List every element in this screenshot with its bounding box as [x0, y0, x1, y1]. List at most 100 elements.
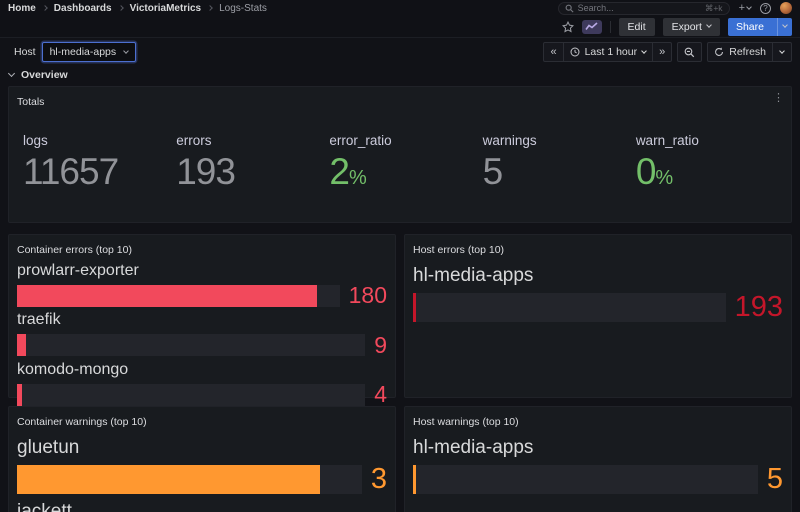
bar-value: 9: [374, 331, 387, 358]
share-options-caret[interactable]: [777, 17, 792, 36]
bar-fill: [413, 292, 416, 322]
refresh-button[interactable]: Refresh: [707, 42, 773, 62]
dashboard-content: Totals ⋮ logs 11657 errors 193 error_rat…: [0, 85, 800, 512]
host-variable-group: Host hl-media-apps: [8, 42, 137, 62]
top-nav-actions: ⌘+k + ?: [557, 1, 792, 15]
edit-button[interactable]: Edit: [618, 17, 655, 36]
chevron-down-icon: [779, 47, 785, 54]
breadcrumb-victoriametrics[interactable]: VictoriaMetrics: [129, 2, 202, 14]
host-variable-value: hl-media-apps: [49, 46, 117, 58]
panel-totals: Totals ⋮ logs 11657 errors 193 error_rat…: [8, 86, 792, 223]
bar-track: [413, 464, 758, 494]
panel-title-host-warnings[interactable]: Host warnings (top 10): [413, 416, 519, 428]
chevron-right-icon: [117, 5, 124, 11]
chevron-right-icon: [207, 5, 213, 11]
insights-sparkline-toggle[interactable]: [581, 19, 602, 34]
stat-value: 193: [176, 153, 323, 190]
bar-label: hl-media-apps: [413, 437, 534, 458]
stat-suffix: %: [348, 167, 367, 189]
export-button[interactable]: Export: [662, 17, 720, 36]
stat-value: 11657: [23, 153, 170, 190]
stat-number: 193: [176, 151, 236, 192]
stat-suffix: %: [655, 167, 674, 189]
breadcrumb-home[interactable]: Home: [8, 2, 36, 14]
warnings-panel-row: Container warnings (top 10) gluetun 3 ja…: [8, 406, 792, 512]
stat-error-ratio: error_ratio 2%: [323, 133, 476, 190]
chevron-right-icon: [41, 5, 48, 11]
bar-track: [17, 464, 362, 494]
sparkline-icon: [585, 22, 598, 30]
bar-label: gluetun: [17, 437, 80, 458]
stat-number: 2: [329, 151, 350, 192]
stat-value: 5: [483, 153, 630, 190]
bar-item: hl-media-apps 5: [413, 437, 783, 494]
export-button-label: Export: [671, 20, 702, 33]
panel-title-container-warnings[interactable]: Container warnings (top 10): [17, 416, 147, 428]
new-item-button[interactable]: +: [739, 2, 752, 14]
row-title: Overview: [21, 69, 68, 81]
bar-label: hl-media-apps: [413, 265, 534, 286]
star-icon[interactable]: [561, 20, 574, 33]
row-header-overview[interactable]: Overview: [0, 65, 800, 85]
time-shift-back-button[interactable]: «: [543, 42, 564, 62]
stat-number: 11657: [23, 151, 119, 192]
stat-logs: logs 11657: [17, 133, 170, 190]
stat-warn-ratio: warn_ratio 0%: [630, 133, 783, 190]
variables-time-row: Host hl-media-apps « Last 1 hour » Refre…: [0, 38, 800, 65]
bar-value: 193: [734, 290, 783, 323]
time-zoom-out-button[interactable]: [677, 42, 703, 62]
toolbar-divider: [609, 20, 611, 33]
stat-label: logs: [23, 133, 48, 148]
stat-label: warnings: [482, 133, 537, 148]
dashboard-toolbar: Edit Export Share: [0, 16, 800, 38]
stat-label: errors: [176, 133, 212, 148]
panel-menu-kebab-icon[interactable]: ⋮: [773, 92, 784, 104]
share-split-button: Share: [727, 17, 792, 36]
bar-item: komodo-mongo 4: [17, 361, 387, 406]
panel-title-host-errors[interactable]: Host errors (top 10): [413, 244, 505, 256]
panel-host-errors: Host errors (top 10) hl-media-apps 193: [404, 234, 792, 398]
host-variable-select[interactable]: hl-media-apps: [41, 42, 137, 62]
bar-item: jackett: [17, 501, 387, 512]
help-button[interactable]: ?: [760, 2, 771, 14]
panel-title-totals[interactable]: Totals: [17, 96, 45, 108]
stat-label: warn_ratio: [635, 133, 699, 148]
time-controls: « Last 1 hour » Refresh: [543, 42, 792, 62]
bar-label: traefik: [17, 311, 61, 329]
bar-item: traefik 9: [17, 311, 387, 358]
chevron-down-icon: [706, 22, 712, 28]
zoom-out-icon: [684, 47, 695, 57]
search-input-container[interactable]: ⌘+k: [557, 1, 730, 15]
stat-errors: errors 193: [170, 133, 323, 190]
share-button[interactable]: Share: [735, 20, 764, 33]
search-icon: [565, 4, 574, 13]
refresh-interval-caret[interactable]: [772, 42, 792, 62]
stat-number: 5: [482, 151, 504, 192]
bar-track: [17, 383, 366, 406]
bar-fill: [17, 383, 22, 406]
refresh-group: Refresh: [707, 42, 792, 62]
search-input[interactable]: [577, 3, 701, 13]
stat-value: 0%: [636, 153, 783, 190]
breadcrumb-current-page: Logs-Stats: [219, 2, 267, 14]
user-avatar[interactable]: [780, 2, 792, 14]
time-range-group: « Last 1 hour »: [543, 42, 673, 62]
panel-title-container-errors[interactable]: Container errors (top 10): [17, 244, 132, 256]
bar-value: 4: [374, 381, 387, 408]
time-range-picker[interactable]: Last 1 hour: [562, 42, 654, 62]
double-chevron-left-icon: «: [550, 46, 557, 58]
bar-fill: [17, 464, 321, 494]
breadcrumb-dashboards[interactable]: Dashboards: [53, 2, 112, 14]
chevron-down-icon: [746, 3, 752, 10]
time-shift-forward-button[interactable]: »: [652, 42, 673, 62]
refresh-button-label: Refresh: [729, 46, 766, 58]
refresh-icon: [715, 47, 724, 56]
double-chevron-right-icon: »: [659, 46, 666, 58]
bar-label: prowlarr-exporter: [17, 262, 139, 279]
chevron-down-icon: [782, 22, 788, 28]
bar-fill: [17, 284, 318, 307]
errors-panel-row: Container errors (top 10) prowlarr-expor…: [8, 234, 792, 406]
stat-value: 2%: [329, 153, 476, 190]
top-nav-bar: Home Dashboards VictoriaMetrics Logs-Sta…: [0, 0, 800, 16]
clock-icon: [570, 47, 580, 57]
